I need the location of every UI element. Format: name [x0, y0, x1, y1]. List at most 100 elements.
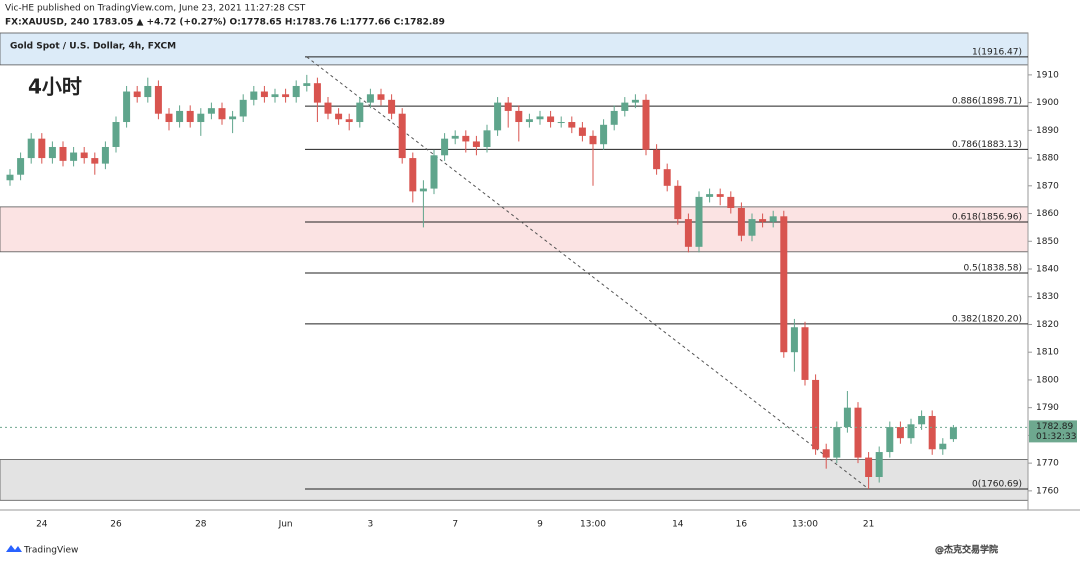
- symbol-line: FX:XAUUSD, 240 1783.05 ▲ +4.72 (+0.27%) …: [5, 18, 445, 28]
- candle-body: [748, 219, 756, 236]
- x-tick-label: 13:00: [580, 520, 606, 530]
- candle-body: [684, 219, 692, 247]
- candle-body: [165, 113, 173, 123]
- candle-body: [525, 119, 533, 123]
- countdown-label: 01:32:33: [1036, 432, 1076, 442]
- candle-body: [186, 110, 194, 123]
- candle-body: [472, 141, 480, 147]
- candle-body: [292, 85, 300, 98]
- y-tick-label: 1870: [1036, 181, 1059, 191]
- brand-logo: [6, 545, 22, 552]
- fib-label: 0.886(1898.71): [952, 97, 1022, 107]
- zone: [0, 206, 1029, 253]
- candle-body: [409, 158, 417, 192]
- candle-body: [610, 110, 618, 125]
- candle-body: [875, 452, 883, 477]
- candle-body: [112, 122, 120, 147]
- candle-body: [578, 127, 586, 136]
- candle-body: [483, 130, 491, 147]
- fib-label: 0.5(1838.58): [963, 263, 1022, 273]
- candle-body: [197, 113, 205, 123]
- candle-body: [48, 146, 56, 159]
- candle-body: [6, 174, 14, 181]
- candle-body: [59, 146, 67, 161]
- candle-body: [335, 113, 343, 120]
- candle-body: [430, 155, 438, 189]
- candle-body: [154, 85, 162, 114]
- x-tick-label: 26: [110, 520, 122, 530]
- candle-body: [865, 457, 873, 477]
- candle-body: [600, 124, 608, 145]
- x-tick-label: 16: [736, 520, 748, 530]
- x-tick-label: 14: [672, 520, 684, 530]
- candle-body: [949, 427, 957, 440]
- candle-body: [388, 99, 396, 114]
- candle-body: [377, 94, 385, 100]
- candle-body: [218, 108, 226, 120]
- x-tick-label: 7: [452, 520, 458, 530]
- candle-body: [695, 196, 703, 247]
- candle-body: [133, 91, 141, 98]
- y-tick-label: 1840: [1036, 265, 1059, 275]
- candle-body: [536, 116, 544, 120]
- candle-body: [716, 194, 724, 197]
- candle-body: [568, 122, 576, 128]
- candle-body: [17, 158, 25, 175]
- candle-body: [91, 158, 99, 164]
- y-tick-label: 1800: [1036, 375, 1059, 385]
- candle-body: [918, 415, 926, 425]
- candle-body: [250, 91, 258, 100]
- candle-body: [886, 427, 894, 453]
- candle-body: [801, 327, 809, 380]
- candle-body: [462, 135, 470, 142]
- candle-body: [356, 102, 364, 123]
- x-tick-label: 21: [863, 520, 874, 530]
- candle-body: [833, 427, 841, 458]
- zone: [0, 32, 1029, 66]
- candle-body: [928, 415, 936, 450]
- candle-body: [790, 327, 798, 353]
- y-tick-label: 1760: [1036, 486, 1059, 496]
- candle-body: [907, 424, 915, 439]
- candle-body: [494, 102, 502, 131]
- last-price-box: [1029, 420, 1077, 443]
- candle-body: [843, 407, 851, 428]
- candle-body: [70, 152, 78, 161]
- x-tick-label: 24: [36, 520, 48, 530]
- candle-body: [653, 149, 661, 170]
- y-tick-label: 1860: [1036, 209, 1059, 219]
- candle-body: [737, 207, 745, 236]
- candle-body: [101, 146, 109, 164]
- candle-body: [419, 188, 427, 192]
- candle-body: [176, 110, 184, 123]
- y-tick-label: 1900: [1036, 98, 1059, 108]
- trendline: [306, 56, 869, 490]
- candle-body: [557, 122, 565, 124]
- candle-body: [939, 443, 947, 450]
- candle-body: [271, 94, 279, 98]
- fib-label: 0.786(1883.13): [952, 140, 1022, 150]
- publisher-line: Vic-HE published on TradingView.com, Jun…: [5, 4, 306, 14]
- candle-body: [303, 83, 311, 86]
- y-tick-label: 1770: [1036, 459, 1059, 469]
- candle-body: [38, 138, 46, 159]
- candle-body: [27, 138, 35, 159]
- fib-label: 0(1760.69): [972, 479, 1022, 489]
- candle-body: [398, 113, 406, 159]
- candle-body: [80, 152, 88, 159]
- last-price-label: 1782.89: [1036, 422, 1073, 432]
- candle-body: [854, 407, 862, 458]
- candle-body: [144, 85, 152, 98]
- candle-body: [812, 379, 820, 450]
- candle-body: [207, 108, 215, 114]
- y-tick-label: 1880: [1036, 154, 1059, 164]
- watermark: @杰克交易学院: [935, 544, 998, 556]
- candle-body: [769, 216, 777, 222]
- candle-body: [313, 83, 321, 103]
- candle-body: [366, 94, 374, 103]
- x-tick-label: Jun: [278, 520, 293, 530]
- fib-label: 0.618(1856.96): [952, 212, 1022, 222]
- x-tick-label: 3: [368, 520, 374, 530]
- y-tick-label: 1910: [1036, 70, 1059, 80]
